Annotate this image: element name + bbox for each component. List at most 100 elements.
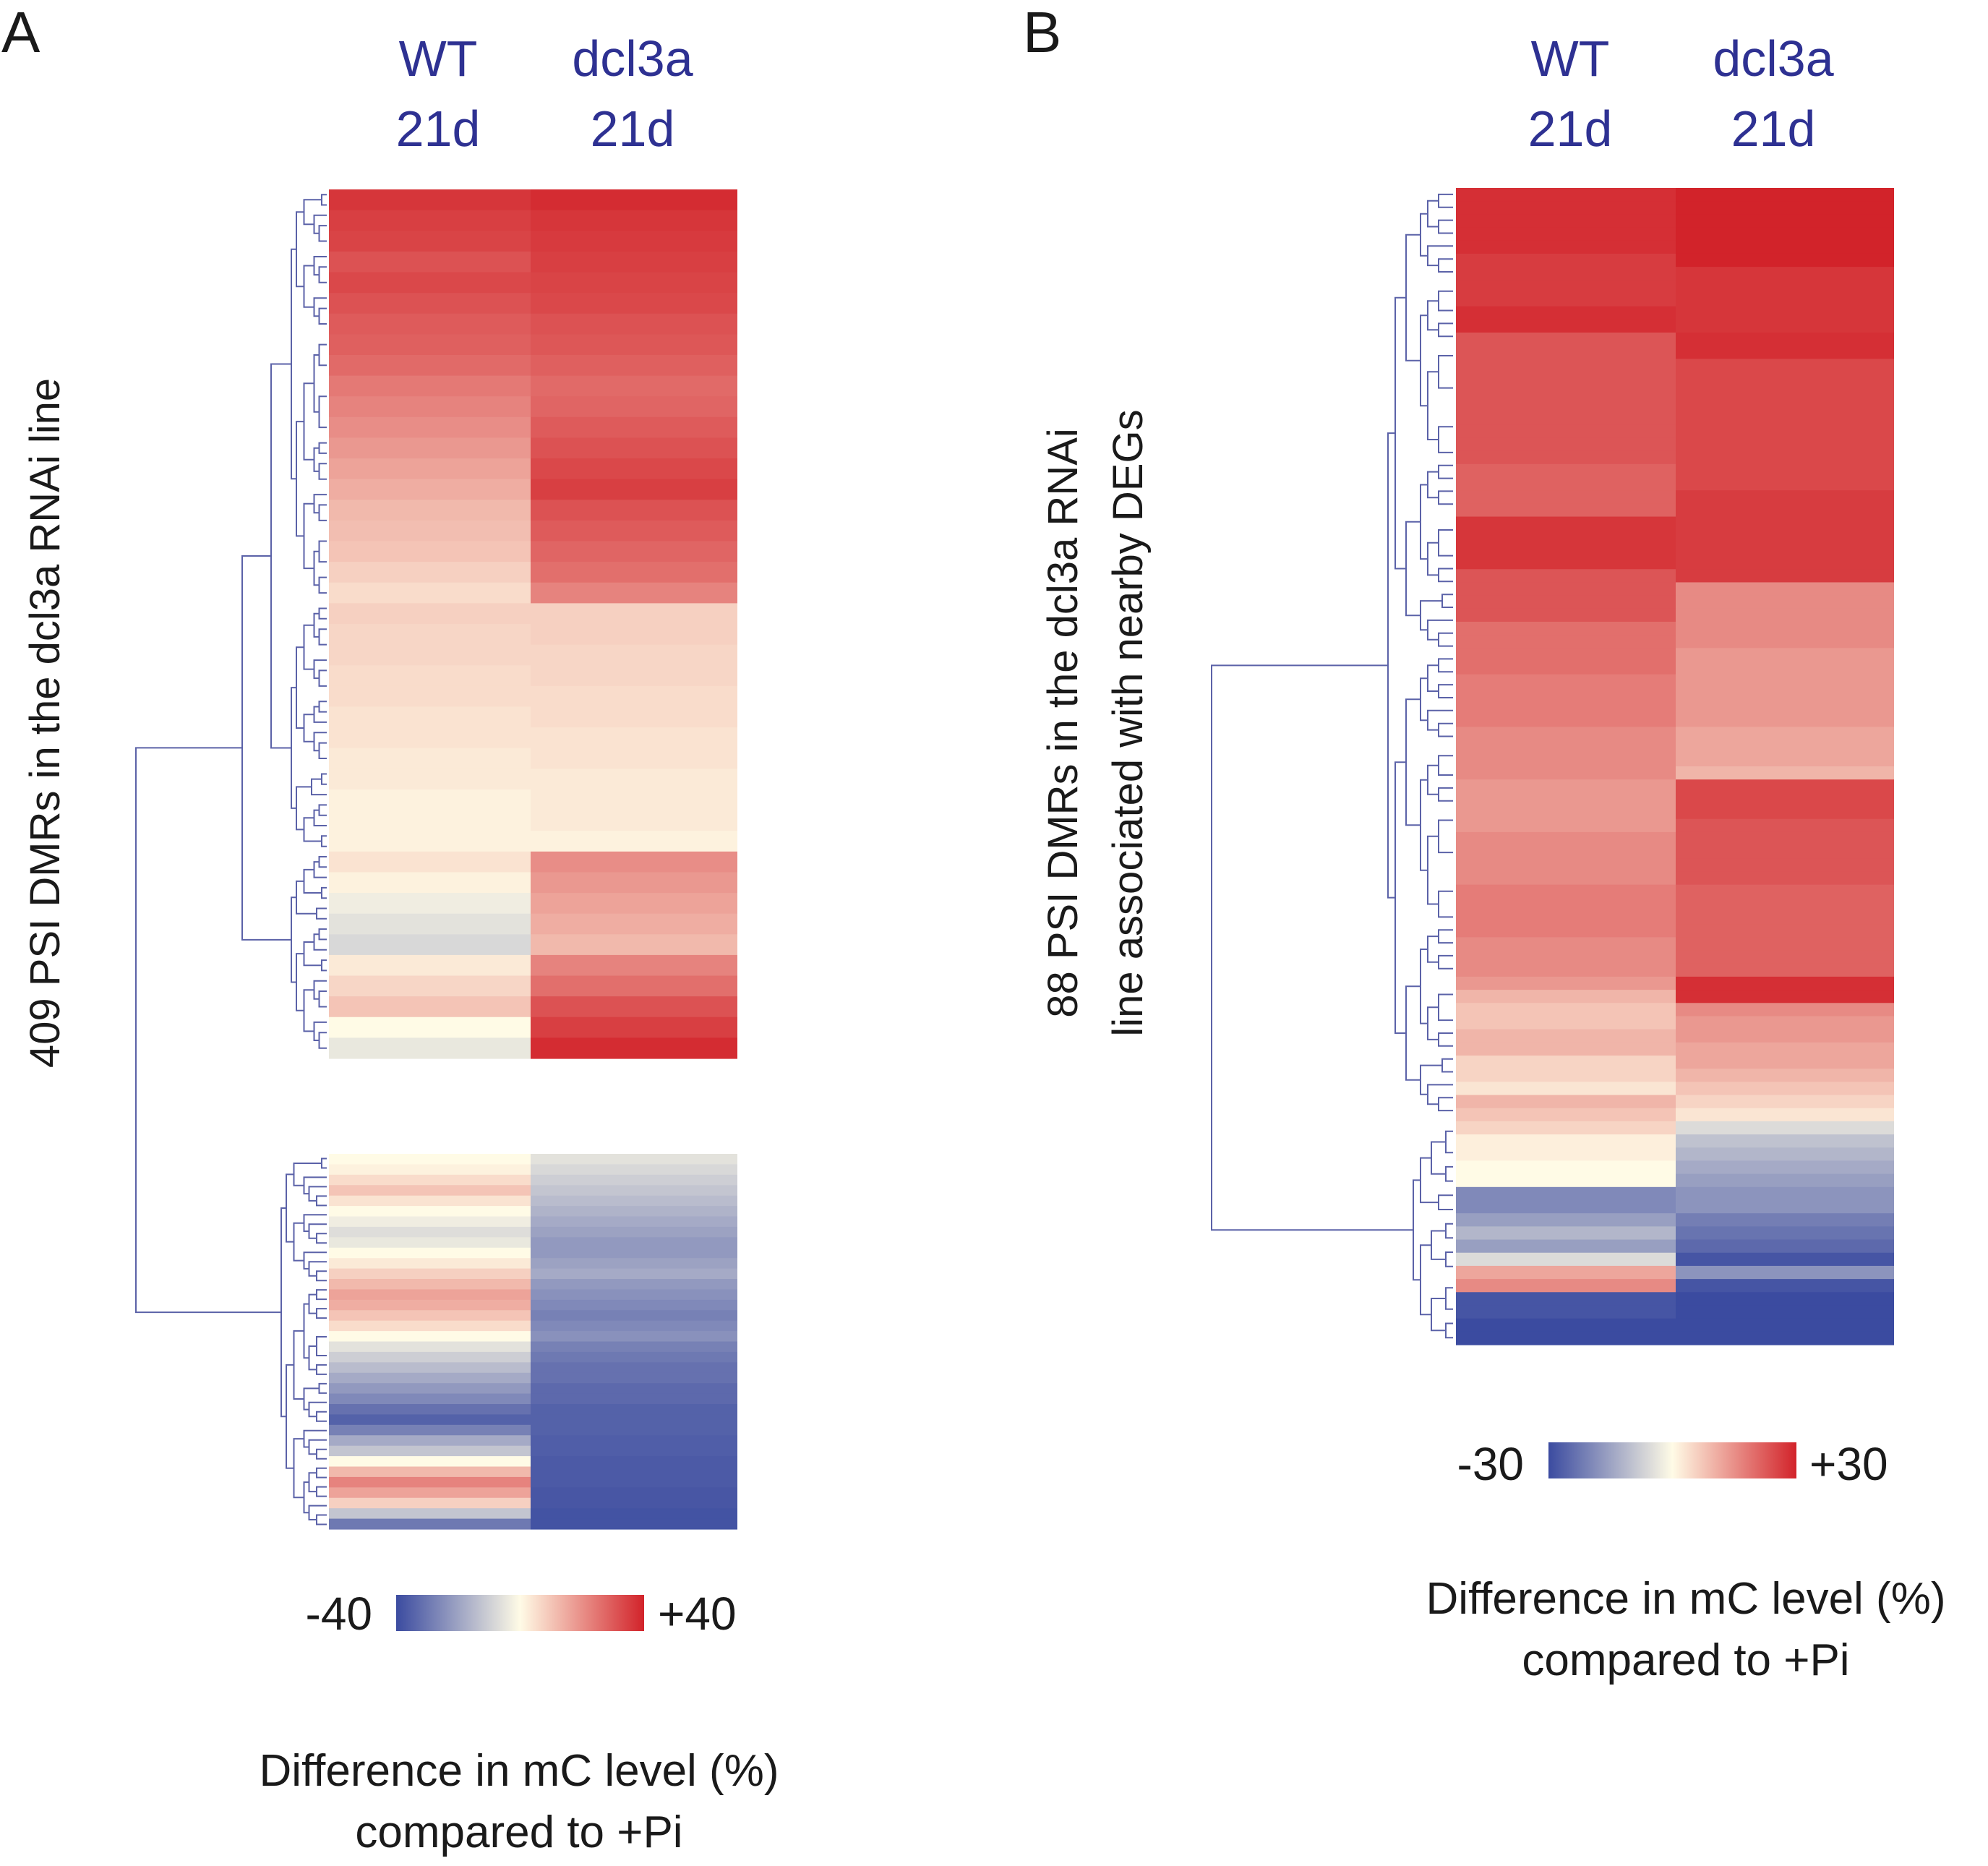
dendrogram-branch (1420, 779, 1428, 871)
heat-cell (1456, 333, 1676, 346)
dendrogram-branch (313, 494, 327, 514)
heat-cell (531, 1508, 737, 1520)
heat-cell (531, 458, 737, 480)
heat-cell (1676, 569, 1894, 583)
heat-cell (531, 334, 737, 356)
dendrogram-branch (313, 354, 320, 413)
heat-cell (1676, 674, 1894, 688)
dendrogram-branch (303, 868, 322, 894)
heat-cell (1456, 1331, 1676, 1345)
panel-a-caption-line2: compared to +Pi (355, 1807, 682, 1857)
dendrogram-branch (1438, 755, 1453, 776)
dendrogram-branch (316, 1448, 327, 1460)
heat-cell (329, 479, 531, 500)
dendrogram-branch (286, 1173, 294, 1243)
dendrogram-branch (313, 933, 327, 951)
heat-cell (1456, 687, 1676, 701)
dendrogram-branch (303, 265, 314, 308)
dendrogram-branch (296, 880, 317, 915)
dendrogram-branch (303, 941, 322, 967)
heat-cell (1676, 911, 1894, 925)
heat-cell (531, 375, 737, 397)
dendrogram-branch (291, 896, 296, 983)
heat-cell (1456, 701, 1676, 714)
dendrogram-branch (1438, 1097, 1453, 1112)
panel-b-row-label-line2: line associated with nearby DEGs (1105, 409, 1152, 1036)
heat-cell (531, 934, 737, 956)
heat-cell (329, 458, 531, 480)
dendrogram-branch (1427, 200, 1439, 228)
panel-b-col1-label: WT (1531, 30, 1610, 87)
heat-cell (329, 293, 531, 314)
dendrogram-branch (1427, 619, 1453, 641)
dendrogram-branch (293, 1222, 304, 1262)
heat-cell (1676, 582, 1894, 596)
heat-cell (1456, 1318, 1676, 1332)
panel-a-row-label: 409 PSI DMRs in the dcl3a RNAi line (22, 378, 69, 1068)
dendrogram-branch (318, 1032, 327, 1049)
heat-cell (1456, 766, 1676, 780)
dendrogram-branch (1438, 929, 1453, 944)
dendrogram-branch (318, 576, 327, 594)
heat-cell (1456, 359, 1676, 373)
heat-cell (1456, 319, 1676, 333)
heat-cell (1676, 950, 1894, 964)
heat-cell (1676, 346, 1894, 359)
heat-cell (1676, 359, 1894, 373)
heat-cell (531, 1206, 737, 1217)
heat-cell (1676, 924, 1894, 938)
heat-cell (531, 1518, 737, 1530)
dendrogram-branch (303, 1387, 320, 1411)
heat-cell (1676, 1121, 1894, 1135)
dendrogram-branch (318, 804, 327, 816)
heat-cell (531, 727, 737, 749)
heat-cell (1676, 1108, 1894, 1122)
dendrogram-branch (308, 1505, 327, 1520)
heat-cell (1456, 490, 1676, 504)
heat-cell (531, 1414, 737, 1426)
dendrogram-branch (1420, 314, 1428, 407)
heat-cell (1676, 818, 1894, 833)
dendrogram-branch (321, 1157, 327, 1169)
dendrogram-branch (1431, 1230, 1446, 1260)
heat-cell (531, 1362, 737, 1374)
dendrogram-branch (318, 504, 327, 521)
dendrogram-branch (316, 1364, 327, 1375)
dendrogram-branch (303, 1176, 327, 1195)
heat-cell (531, 251, 737, 273)
heat-cell (1676, 1292, 1894, 1306)
heat-cell (1456, 1279, 1676, 1293)
heat-cell (329, 1508, 531, 1520)
heat-cell (329, 1320, 531, 1332)
dendrogram-branch (1445, 1287, 1453, 1310)
heat-cell (1676, 727, 1894, 741)
heat-cell (329, 1383, 531, 1395)
heat-cell (329, 1310, 531, 1322)
dendrogram-root (1211, 664, 1413, 1231)
heat-cell (1676, 253, 1894, 268)
dendrogram-branch (1427, 542, 1439, 576)
dendrogram-branch (1438, 787, 1453, 802)
heat-cell (531, 851, 737, 873)
heat-cell (1676, 792, 1894, 807)
heat-cell (329, 748, 531, 769)
heat-cell (329, 1404, 531, 1416)
dendrogram-branch (1420, 600, 1442, 631)
heat-cell (1456, 463, 1676, 478)
heat-cell (531, 789, 737, 811)
heat-cell (1456, 845, 1676, 859)
heat-cell (1456, 595, 1676, 609)
heat-cell (531, 1185, 737, 1197)
dendrogram-branch (1438, 193, 1453, 208)
heat-cell (1676, 1160, 1894, 1175)
heat-cell (1676, 1173, 1894, 1188)
heat-cell (329, 210, 531, 231)
dendrogram-branch (286, 1364, 294, 1469)
heat-cell (531, 1226, 737, 1238)
heat-cell (1456, 1108, 1676, 1122)
heat-cell (531, 231, 737, 252)
dendrogram-branch (1441, 1058, 1453, 1073)
heat-cell (1676, 648, 1894, 662)
dendrogram-branch (303, 1251, 327, 1270)
heat-cell (1456, 280, 1676, 294)
